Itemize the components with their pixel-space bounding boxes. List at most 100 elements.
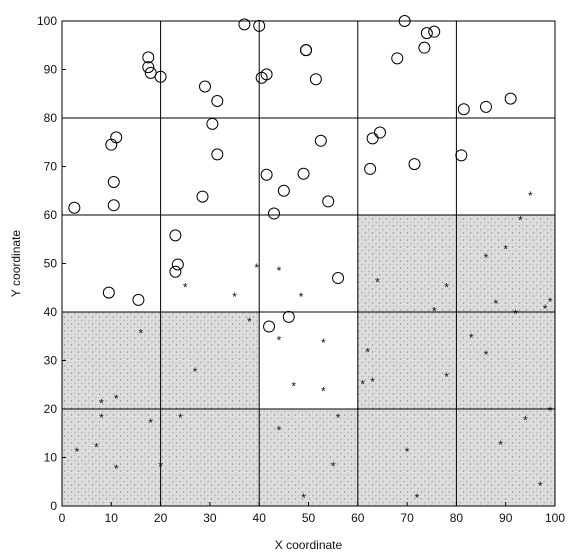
circle-point — [428, 25, 441, 38]
x-tick-label: 100 — [545, 511, 565, 525]
shaded-regions — [62, 215, 555, 506]
circle-point — [253, 19, 266, 32]
star-point: * — [114, 462, 119, 476]
star-point: * — [415, 491, 420, 505]
circle-point — [366, 132, 379, 145]
shaded-region — [357, 215, 457, 506]
grid-lines — [62, 21, 555, 506]
y-tick-label: 40 — [44, 305, 58, 319]
x-tick-label: 40 — [253, 511, 267, 525]
x-tick-label: 60 — [351, 511, 365, 525]
shaded-region — [456, 215, 555, 506]
star-point: * — [548, 295, 553, 309]
y-tick-label: 0 — [50, 499, 57, 513]
star-point: * — [444, 280, 449, 294]
circle-point — [102, 286, 115, 299]
circle-point — [300, 44, 313, 57]
x-tick-label: 70 — [400, 511, 414, 525]
star-point: * — [484, 251, 489, 265]
circle-point — [169, 265, 182, 278]
x-tick-label: 10 — [105, 511, 119, 525]
x-tick-label: 50 — [302, 511, 316, 525]
x-tick-label: 80 — [450, 511, 464, 525]
circle-point — [154, 70, 167, 83]
circle-point — [297, 167, 310, 180]
circle-point — [420, 27, 433, 40]
x-tick-label: 30 — [203, 511, 217, 525]
circle-point — [110, 131, 123, 144]
star-point: * — [99, 397, 104, 411]
star-point: * — [336, 411, 341, 425]
star-point: * — [277, 264, 282, 278]
circle-point — [211, 148, 224, 161]
star-point: * — [158, 460, 163, 474]
circle-point — [260, 168, 273, 181]
circle-point — [196, 190, 209, 203]
star-point: * — [360, 377, 365, 391]
star-point: * — [494, 297, 499, 311]
x-axis-label: X coordinate — [275, 538, 343, 552]
circle-point — [479, 100, 492, 113]
star-point: * — [528, 189, 533, 203]
circle-point — [206, 117, 219, 130]
star-point: * — [365, 346, 370, 360]
star-point: * — [375, 275, 380, 289]
circle-point — [198, 80, 211, 93]
star-point: * — [432, 305, 437, 319]
star-point: * — [74, 445, 79, 459]
star-point: * — [405, 445, 410, 459]
star-point: * — [148, 416, 153, 430]
circle-point — [107, 176, 120, 189]
y-tick-label: 30 — [44, 354, 58, 368]
star-point: * — [99, 411, 104, 425]
y-tick-label: 60 — [44, 208, 58, 222]
circle-point — [282, 310, 295, 323]
y-tick-label: 50 — [44, 257, 58, 271]
y-tick-label: 70 — [44, 160, 58, 174]
circle-point — [260, 68, 273, 81]
circle-point — [132, 293, 145, 306]
star-point: * — [321, 385, 326, 399]
circle-point — [238, 18, 251, 31]
circle-point — [457, 103, 470, 116]
circle-point — [142, 61, 155, 74]
circle-point — [142, 51, 155, 64]
circle-point — [504, 92, 517, 105]
star-point: * — [523, 414, 528, 428]
y-axis-label: Y coordinate — [9, 230, 23, 297]
circle-point — [364, 162, 377, 175]
y-tick-label: 90 — [44, 63, 58, 77]
star-point: * — [469, 331, 474, 345]
star-point: * — [518, 213, 523, 227]
x-tick-label: 90 — [499, 511, 513, 525]
star-point: * — [538, 479, 543, 493]
shaded-region — [259, 409, 358, 506]
y-tick-label: 100 — [37, 14, 57, 28]
circle-point — [68, 201, 81, 214]
star-point: * — [543, 302, 548, 316]
axis-ticks: 0 10 20 30 40 50 60 70 80 90 100 0 10 20 30 40 50 60 70 80 9… — [37, 14, 565, 525]
star-point: * — [444, 370, 449, 384]
y-tick-label: 80 — [44, 111, 58, 125]
y-tick-label: 20 — [44, 402, 58, 416]
circle-point — [398, 15, 411, 27]
circle-point — [107, 199, 120, 212]
star-point: * — [183, 280, 188, 294]
circle-point — [314, 134, 327, 147]
circle-point — [455, 149, 468, 162]
star-point: * — [277, 423, 282, 437]
circle-point — [169, 229, 182, 242]
star-point: * — [299, 290, 304, 304]
star-point: * — [503, 242, 508, 256]
star-point: * — [331, 460, 336, 474]
star-point: * — [277, 334, 282, 348]
star-point: * — [301, 491, 306, 505]
star-point: * — [139, 326, 144, 340]
circle-point — [211, 95, 224, 108]
star-point: * — [178, 411, 183, 425]
star-point: * — [484, 348, 489, 362]
circle-point — [408, 158, 421, 171]
circle-point — [332, 272, 345, 285]
x-tick-label: 0 — [59, 511, 66, 525]
